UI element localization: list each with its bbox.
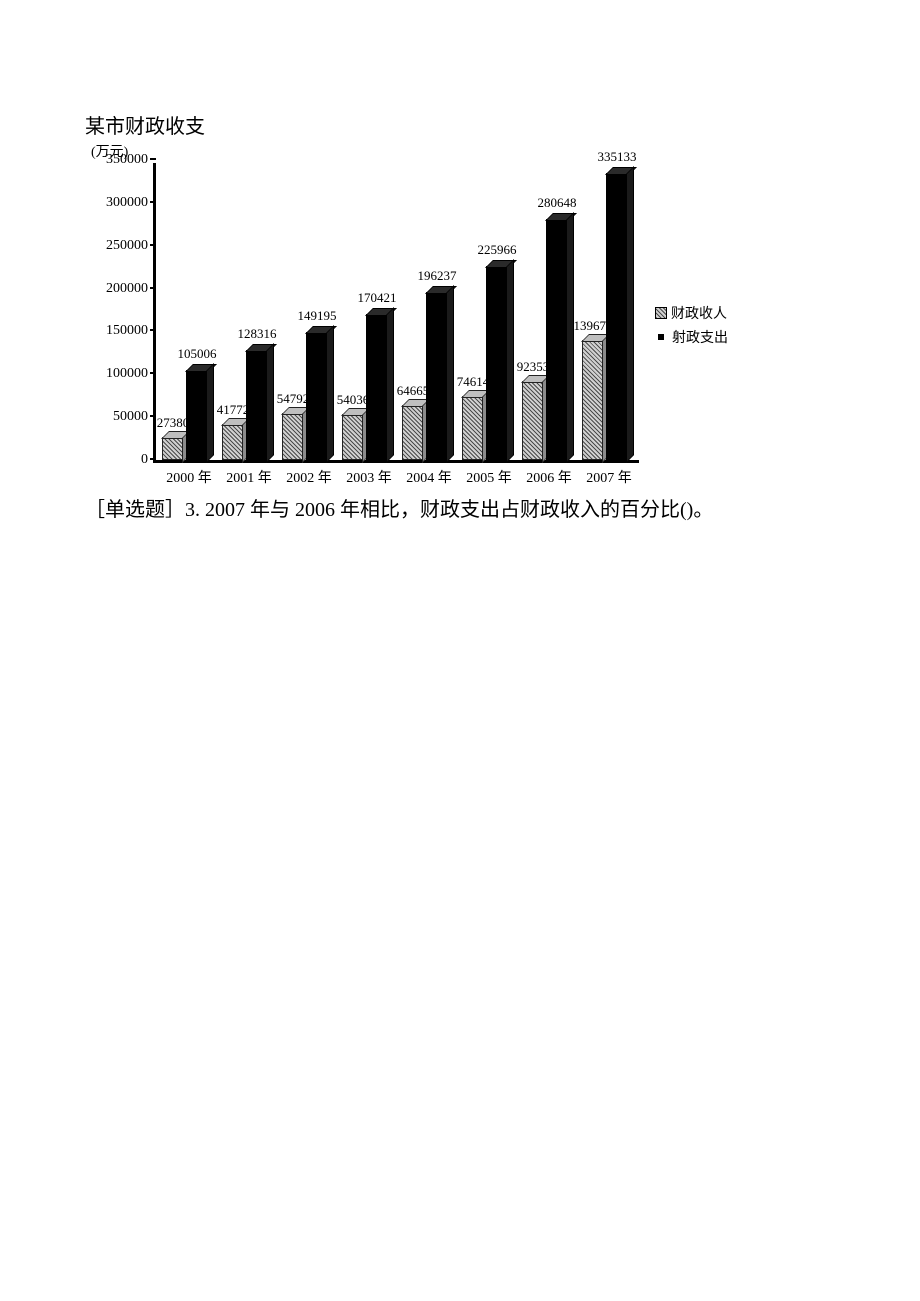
bar-value-label: 196237 bbox=[418, 268, 457, 284]
x-tick-label: 2000 年 bbox=[159, 467, 219, 487]
bar-value-label: 27380 bbox=[157, 415, 190, 431]
y-tick-mark bbox=[150, 458, 156, 460]
question-text: ［单选题］3. 2007 年与 2006 年相比，财政支出占财政收入的百分比()… bbox=[85, 495, 745, 525]
bar-value-label: 335133 bbox=[598, 149, 637, 165]
bar-expense: 335133 bbox=[606, 173, 628, 460]
x-axis-labels: 2000 年2001 年2002 年2003 年2004 年2005 年2006… bbox=[153, 467, 639, 487]
y-tick-label: 50000 bbox=[88, 409, 148, 425]
x-tick-label: 2006 年 bbox=[519, 467, 579, 487]
bar-group: 54036170421 bbox=[342, 314, 388, 460]
y-tick-mark bbox=[150, 415, 156, 417]
y-tick-mark bbox=[150, 244, 156, 246]
bar-expense: 128316 bbox=[246, 350, 268, 460]
bar-group: 54792149195 bbox=[282, 332, 328, 460]
bar-group: 139676335133 bbox=[582, 173, 628, 460]
bar-value-label: 74614 bbox=[457, 374, 490, 390]
bar-group: 74614225966 bbox=[462, 266, 508, 460]
bar-income: 54792 bbox=[282, 413, 304, 460]
bar-income: 27380 bbox=[162, 437, 184, 460]
bar-expense: 105006 bbox=[186, 370, 208, 460]
y-tick-label: 150000 bbox=[88, 323, 148, 339]
y-tick-label: 300000 bbox=[88, 195, 148, 211]
x-tick-label: 2007 年 bbox=[579, 467, 639, 487]
bar-expense: 149195 bbox=[306, 332, 328, 460]
bar-income: 41772 bbox=[222, 424, 244, 460]
bar-value-label: 105006 bbox=[178, 346, 217, 362]
legend-swatch-expense bbox=[658, 334, 664, 340]
x-tick-label: 2003 年 bbox=[339, 467, 399, 487]
bar-value-label: 170421 bbox=[358, 290, 397, 306]
bar-expense: 280648 bbox=[546, 219, 568, 460]
legend-label-expense: 射政支出 bbox=[672, 327, 728, 347]
x-tick-label: 2005 年 bbox=[459, 467, 519, 487]
question-prefix: ［单选题］3. bbox=[85, 499, 205, 521]
y-tick-label: 250000 bbox=[88, 238, 148, 254]
question-body: 2007 年与 2006 年相比，财政支出占财政收入的百分比()。 bbox=[205, 499, 713, 521]
bar-group: 41772128316 bbox=[222, 350, 268, 460]
y-tick-label: 100000 bbox=[88, 366, 148, 382]
bar-value-label: 225966 bbox=[478, 242, 517, 258]
bar-group: 64665196237 bbox=[402, 292, 448, 460]
bar-value-label: 92353 bbox=[517, 359, 550, 375]
bar-group: 27380105006 bbox=[162, 370, 208, 460]
y-tick-mark bbox=[150, 372, 156, 374]
bar-value-label: 54036 bbox=[337, 392, 370, 408]
y-tick-label: 0 bbox=[88, 452, 148, 468]
x-tick-label: 2001 年 bbox=[219, 467, 279, 487]
y-tick-mark bbox=[150, 158, 156, 160]
bar-value-label: 149195 bbox=[298, 308, 337, 324]
x-tick-label: 2002 年 bbox=[279, 467, 339, 487]
y-tick-mark bbox=[150, 201, 156, 203]
bar-expense: 196237 bbox=[426, 292, 448, 460]
bar-income: 64665 bbox=[402, 405, 424, 460]
legend-label-income: 财政收人 bbox=[671, 303, 727, 323]
bar-group: 92353280648 bbox=[522, 219, 568, 460]
y-tick-label: 350000 bbox=[88, 152, 148, 168]
bar-chart: (万元) 27380105006417721283165479214919554… bbox=[85, 143, 639, 487]
y-tick-mark bbox=[150, 287, 156, 289]
bar-expense: 225966 bbox=[486, 266, 508, 460]
legend-item-expense: 射政支出 bbox=[655, 327, 728, 347]
legend-swatch-income bbox=[655, 307, 667, 319]
bar-income: 74614 bbox=[462, 396, 484, 460]
bar-income: 139676 bbox=[582, 340, 604, 460]
bar-value-label: 41772 bbox=[217, 402, 250, 418]
chart-title: 某市财政收支 bbox=[85, 110, 850, 139]
legend: 财政收人 射政支出 bbox=[655, 303, 728, 351]
bars-row: 2738010500641772128316547921491955403617… bbox=[156, 163, 642, 460]
chart-container: (万元) 27380105006417721283165479214919554… bbox=[85, 143, 850, 487]
plot-area: 2738010500641772128316547921491955403617… bbox=[153, 163, 639, 463]
legend-item-income: 财政收人 bbox=[655, 303, 728, 323]
bar-value-label: 64665 bbox=[397, 383, 430, 399]
x-tick-label: 2004 年 bbox=[399, 467, 459, 487]
bar-income: 92353 bbox=[522, 381, 544, 460]
y-tick-mark bbox=[150, 329, 156, 331]
bar-income: 54036 bbox=[342, 414, 364, 460]
bar-value-label: 280648 bbox=[538, 195, 577, 211]
y-tick-label: 200000 bbox=[88, 281, 148, 297]
bar-expense: 170421 bbox=[366, 314, 388, 460]
bar-value-label: 128316 bbox=[238, 326, 277, 342]
bar-value-label: 54792 bbox=[277, 391, 310, 407]
